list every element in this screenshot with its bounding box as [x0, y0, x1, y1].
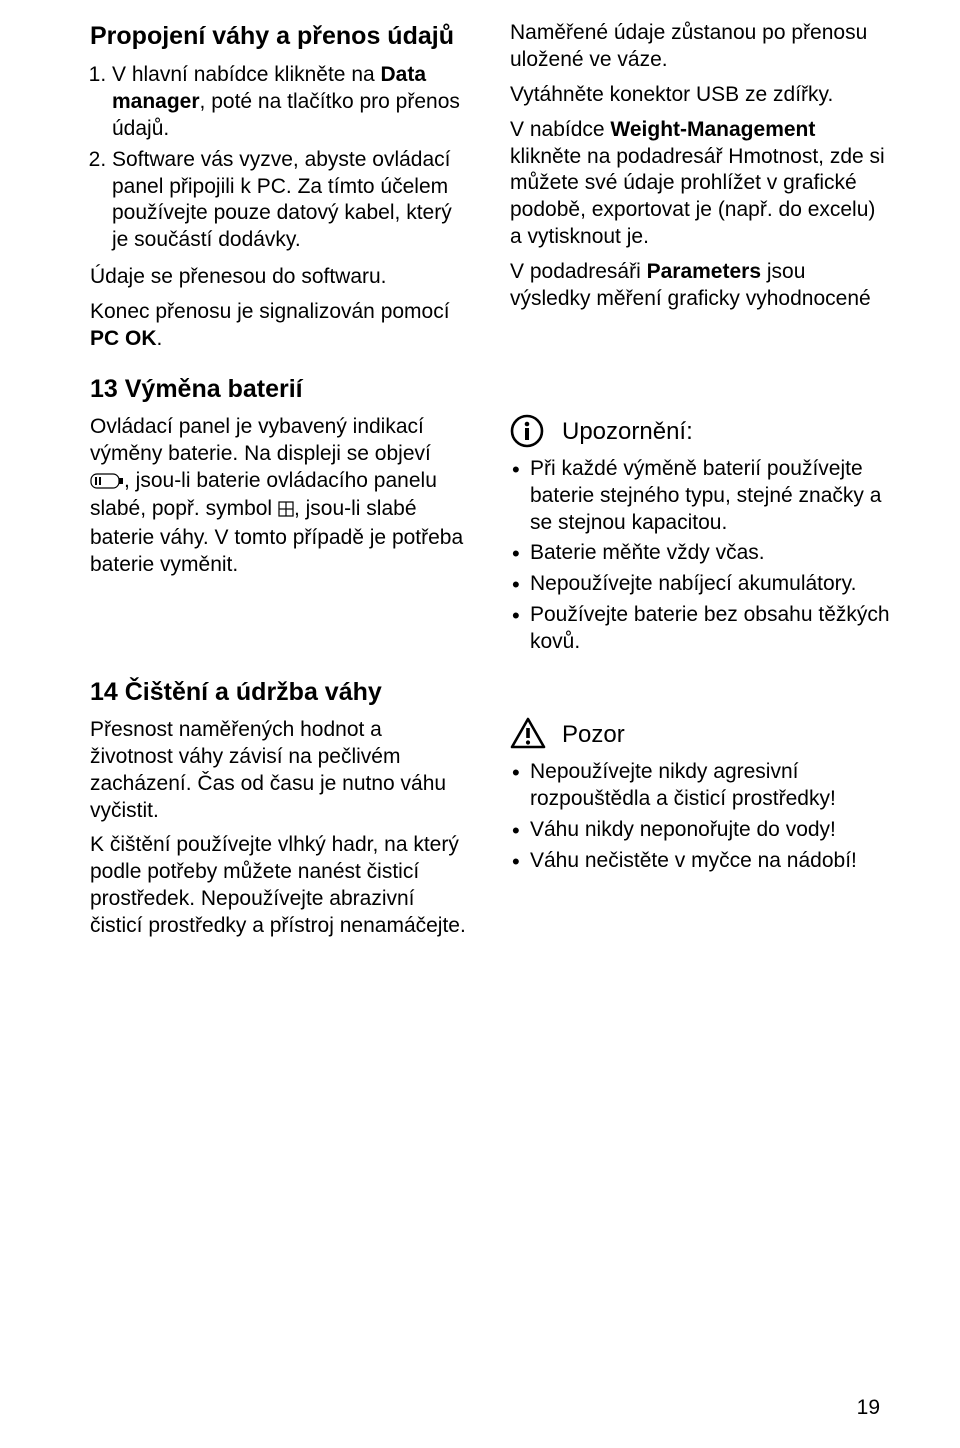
- warn-callout: Pozor: [510, 717, 890, 751]
- col-right-13: Upozornění: Při každé výměně baterií pou…: [510, 414, 890, 664]
- row-connection: Propojení váhy a přenos údajů V hlavní n…: [90, 20, 890, 361]
- row-14: Přesnost naměřených hodnot a životnost v…: [90, 717, 890, 948]
- note-bullet-4: Používejte baterie bez obsahu těžkých ko…: [530, 602, 890, 656]
- p-13-body: Ovládací panel je vybavený indikací výmě…: [90, 414, 470, 579]
- ordered-steps: V hlavní nabídce klikněte na Data manage…: [90, 62, 470, 254]
- wm-bold: Weight-Management: [610, 118, 815, 141]
- warn-bullet-2: Váhu nikdy neponořujte do vody!: [530, 817, 890, 844]
- page-number: 19: [857, 1396, 880, 1420]
- p-13-a: Ovládací panel je vybavený indikací výmě…: [90, 415, 431, 465]
- note-title: Upozornění:: [562, 414, 693, 447]
- p-pcok: Konec přenosu je signalizován pomocí PC …: [90, 299, 470, 353]
- step-2-text: Software vás vyzve, abyste ovládací pane…: [112, 148, 452, 252]
- row-13: Ovládací panel je vybavený indikací výmě…: [90, 414, 890, 664]
- col-left-13: Ovládací panel je vybavený indikací výmě…: [90, 414, 470, 664]
- param-prefix: V podadresáři: [510, 260, 647, 283]
- note-callout: Upozornění:: [510, 414, 890, 448]
- note-bullet-3: Nepoužívejte nabíjecí akumulátory.: [530, 571, 890, 598]
- col-right-14: Pozor Nepoužívejte nikdy agresivní rozpo…: [510, 717, 890, 948]
- page: Propojení váhy a přenos údajů V hlavní n…: [0, 0, 960, 1448]
- p-pcok-prefix: Konec přenosu je signalizován pomocí: [90, 300, 450, 323]
- warn-title: Pozor: [562, 717, 625, 750]
- heading-14: 14 Čištění a údržba váhy: [90, 678, 890, 707]
- warn-bullets: Nepoužívejte nikdy agresivní rozpouštědl…: [510, 759, 890, 875]
- heading-13: 13 Výměna baterií: [90, 375, 890, 404]
- p-usb: Vytáhněte konektor USB ze zdířky.: [510, 82, 890, 109]
- note-bullet-2: Baterie měňte vždy včas.: [530, 540, 890, 567]
- grid-icon: [278, 498, 294, 525]
- p-14-b: K čištění používejte vlhký hadr, na kter…: [90, 832, 470, 940]
- step-1: V hlavní nabídce klikněte na Data manage…: [112, 62, 470, 143]
- p-weightmgmt: V nabídce Weight-Management klikněte na …: [510, 117, 890, 251]
- p-transfer: Údaje se přenesou do softwaru.: [90, 264, 470, 291]
- param-bold: Parameters: [647, 260, 761, 283]
- p-parameters: V podadresáři Parameters jsou výsledky m…: [510, 259, 890, 313]
- wm-suffix: klikněte na podadresář Hmotnost, zde si …: [510, 145, 885, 249]
- col-left-connection: Propojení váhy a přenos údajů V hlavní n…: [90, 20, 470, 361]
- p-14-a: Přesnost naměřených hodnot a životnost v…: [90, 717, 470, 825]
- step-1-prefix: V hlavní nabídce klikněte na: [112, 63, 381, 86]
- heading-connection: Propojení váhy a přenos údajů: [90, 20, 470, 52]
- col-left-14: Přesnost naměřených hodnot a životnost v…: [90, 717, 470, 948]
- note-bullet-1: Při každé výměně baterií používejte bate…: [530, 456, 890, 537]
- col-right-connection: Naměřené údaje zůstanou po přenosu ulože…: [510, 20, 890, 361]
- p-pcok-suffix: .: [157, 327, 163, 350]
- wm-prefix: V nabídce: [510, 118, 610, 141]
- warn-bullet-1: Nepoužívejte nikdy agresivní rozpouštědl…: [530, 759, 890, 813]
- step-2: Software vás vyzve, abyste ovládací pane…: [112, 147, 470, 255]
- note-bullets: Při každé výměně baterií používejte bate…: [510, 456, 890, 656]
- warn-bullet-3: Váhu nečistěte v myčce na nádobí!: [530, 848, 890, 875]
- battery-low-icon: [90, 470, 124, 497]
- warning-icon: [510, 717, 544, 751]
- info-icon: [510, 414, 544, 448]
- p-pcok-bold: PC OK: [90, 327, 157, 350]
- p-stored: Naměřené údaje zůstanou po přenosu ulože…: [510, 20, 890, 74]
